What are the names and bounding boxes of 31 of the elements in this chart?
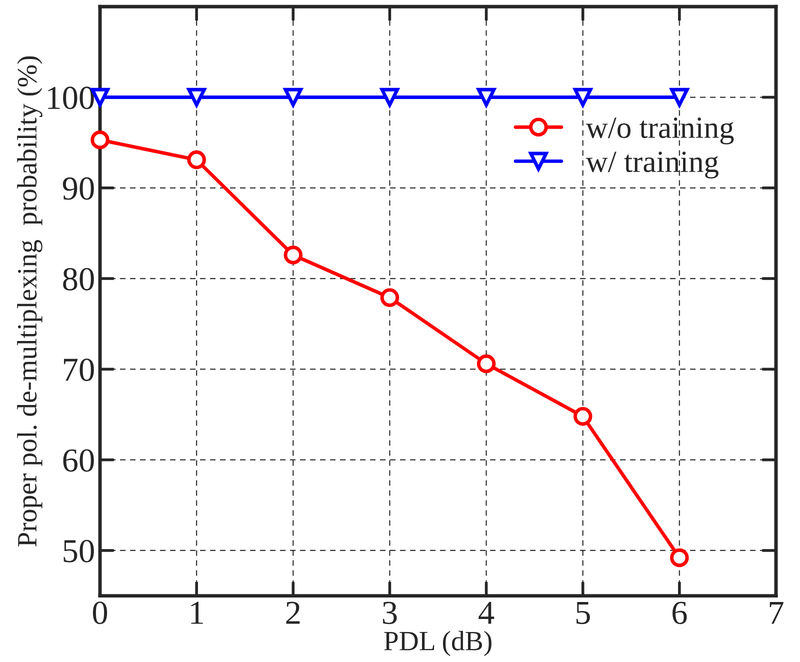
y-tick-label: 80	[63, 268, 94, 290]
point	[476, 354, 496, 374]
point	[284, 246, 303, 264]
point	[670, 548, 689, 568]
x-tick-label: 0	[92, 602, 108, 624]
y-tick-label: 90	[62, 177, 94, 200]
point	[573, 406, 592, 426]
y-axis-title: Proper pol. de-multiplexing probability (%)	[17, 56, 42, 546]
point	[476, 88, 496, 107]
x-tick-label: 6	[672, 602, 687, 624]
point	[670, 88, 689, 107]
point	[380, 288, 400, 307]
y-tick-label: 60	[63, 449, 94, 472]
x-tick-label: 4	[478, 602, 494, 624]
point	[187, 88, 206, 107]
y-tick-label: 100	[48, 86, 94, 110]
x-axis-title: PDL (dB)	[384, 630, 492, 656]
point	[284, 88, 303, 107]
legend-label: w/o training	[586, 118, 734, 144]
point	[90, 130, 110, 150]
x-tick-label: 5	[576, 602, 590, 624]
x-tick-label: 1	[191, 602, 203, 624]
point	[573, 88, 592, 107]
y-tick-label: 70	[64, 358, 94, 382]
point	[380, 88, 400, 107]
x-tick-label: 3	[382, 602, 397, 624]
x-tick-label: 2	[286, 602, 300, 624]
legend-label: w/ training	[586, 152, 718, 178]
x-tick-label: 7	[770, 602, 784, 624]
y-tick-label: 50	[64, 540, 94, 562]
point	[187, 150, 206, 170]
